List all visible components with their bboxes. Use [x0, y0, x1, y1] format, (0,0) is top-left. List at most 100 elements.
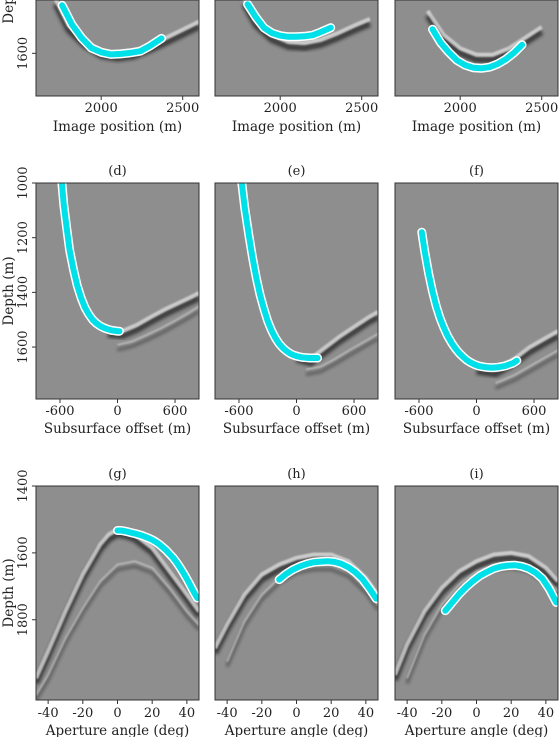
event-dark [225, 568, 378, 668]
image-background [215, 183, 378, 399]
y-tick-label: 1600 [16, 331, 31, 364]
x-tick-label: -600 [404, 404, 433, 419]
pick-curve [238, 183, 321, 361]
panel-6: -600 0 600 Subsurface offset (m) (f) [394, 164, 559, 437]
event-light [395, 550, 558, 676]
y-tick-label: 1600 [16, 536, 31, 569]
pick-curve [429, 26, 526, 72]
event-light [107, 291, 199, 334]
y-axis-label: Depth (m) [1, 256, 17, 325]
y-tick-label: 1400 [16, 469, 31, 502]
y-tick-label: 1200 [16, 221, 31, 254]
x-tick-label: 0 [113, 404, 121, 419]
axes-frame [394, 0, 559, 97]
panel-3: 2000 2500 Image position (m) [394, 0, 559, 135]
panel-8: -40 -20 0 20 40 Aperture angle (deg) (h) [214, 467, 379, 737]
event-dark [305, 337, 378, 376]
x-axis-label: Image position (m) [412, 119, 541, 135]
x-tick-label: -20 [72, 706, 93, 721]
x-axis-label: Subsurface offset (m) [223, 421, 370, 437]
x-tick-label: 2000 [85, 101, 118, 116]
x-axis-label: Aperture angle (deg) [404, 723, 548, 737]
x-tick-label: 2500 [166, 101, 199, 116]
x-tick-label: 40 [179, 706, 196, 721]
image-background [395, 486, 558, 700]
panel-title: (h) [287, 467, 306, 482]
panel-9: -40 -20 0 20 40 Aperture angle (deg) (i) [394, 467, 559, 737]
event-light [117, 305, 199, 346]
x-axis-label: Aperture angle (deg) [45, 723, 189, 737]
event-dark [476, 333, 558, 378]
axes-frame [214, 0, 379, 97]
panel-1: 2000 2500 1600 Image position (m) Dep [1, 0, 200, 135]
x-tick-label: 600 [342, 404, 367, 419]
x-tick-label: -40 [217, 706, 238, 721]
panel-title: (i) [469, 467, 483, 482]
x-axis-label: Image position (m) [53, 119, 182, 135]
pick-curve [244, 1, 334, 40]
image-background [36, 183, 199, 399]
x-tick-label: 2500 [525, 101, 558, 116]
x-tick-label: 600 [163, 404, 188, 419]
pick-curve [59, 2, 165, 58]
x-tick-label: -40 [397, 706, 418, 721]
image-background [215, 486, 378, 700]
x-tick-label: -600 [45, 404, 74, 419]
panel-5: -600 0 600 Subsurface offset (m) (e) [214, 164, 379, 437]
y-axis-label: Dep [1, 0, 17, 24]
event-dark [117, 310, 199, 352]
x-tick-label: 600 [522, 404, 547, 419]
y-tick-label: 1000 [16, 166, 31, 199]
y-axis-label: Depth (m) [1, 558, 17, 627]
x-tick-label: 0 [472, 404, 480, 419]
x-tick-label: 2500 [345, 101, 378, 116]
x-tick-label: 20 [323, 706, 340, 721]
x-tick-label: 0 [113, 706, 121, 721]
x-axis-label: Image position (m) [232, 119, 361, 135]
event-dark [36, 564, 199, 700]
y-tick-label: 1800 [16, 603, 31, 636]
panel-2: 2000 2500 Image position (m) [214, 0, 379, 135]
x-tick-label: 0 [472, 706, 480, 721]
event-light [495, 349, 558, 385]
pick-curve [114, 527, 199, 601]
x-axis-label: Subsurface offset (m) [44, 421, 191, 437]
pick-curve [276, 558, 378, 602]
pick-curve [442, 562, 558, 614]
pick-curve [58, 183, 123, 335]
y-tick-label: 1600 [16, 37, 31, 70]
event-light [36, 560, 199, 696]
axes-frame [35, 0, 200, 97]
x-tick-label: -40 [38, 706, 59, 721]
x-tick-label: -20 [431, 706, 452, 721]
x-axis-label: Subsurface offset (m) [403, 421, 550, 437]
panel-7: -40 -20 0 20 40 1400 1600 1800 Aperture angle (d… [1, 467, 200, 737]
image-background [36, 486, 199, 700]
y-tick-label: 1400 [16, 276, 31, 309]
panel-title: (g) [108, 467, 126, 482]
x-tick-label: 20 [144, 706, 161, 721]
panel-4: -600 0 600 1000 1200 1400 1600 Subsurface offse… [1, 164, 200, 437]
pick-curve [418, 229, 520, 371]
x-tick-label: 2000 [444, 101, 477, 116]
x-tick-label: 0 [292, 404, 300, 419]
x-tick-label: 40 [538, 706, 555, 721]
event-dark [495, 353, 558, 390]
x-tick-label: 0 [292, 706, 300, 721]
event-light [305, 332, 378, 371]
image-background [395, 0, 558, 96]
event-dark [395, 554, 558, 682]
panel-title: (f) [469, 164, 484, 179]
x-axis-label: Aperture angle (deg) [224, 723, 368, 737]
x-tick-label: 2000 [264, 101, 297, 116]
panel-title: (d) [108, 164, 126, 179]
event-dark [107, 295, 199, 340]
event-light [425, 9, 543, 57]
x-tick-label: -600 [224, 404, 253, 419]
x-tick-label: 20 [503, 706, 520, 721]
x-tick-label: 40 [358, 706, 375, 721]
x-tick-label: -20 [251, 706, 272, 721]
event-dark [295, 314, 378, 367]
panel-title: (e) [288, 164, 306, 179]
